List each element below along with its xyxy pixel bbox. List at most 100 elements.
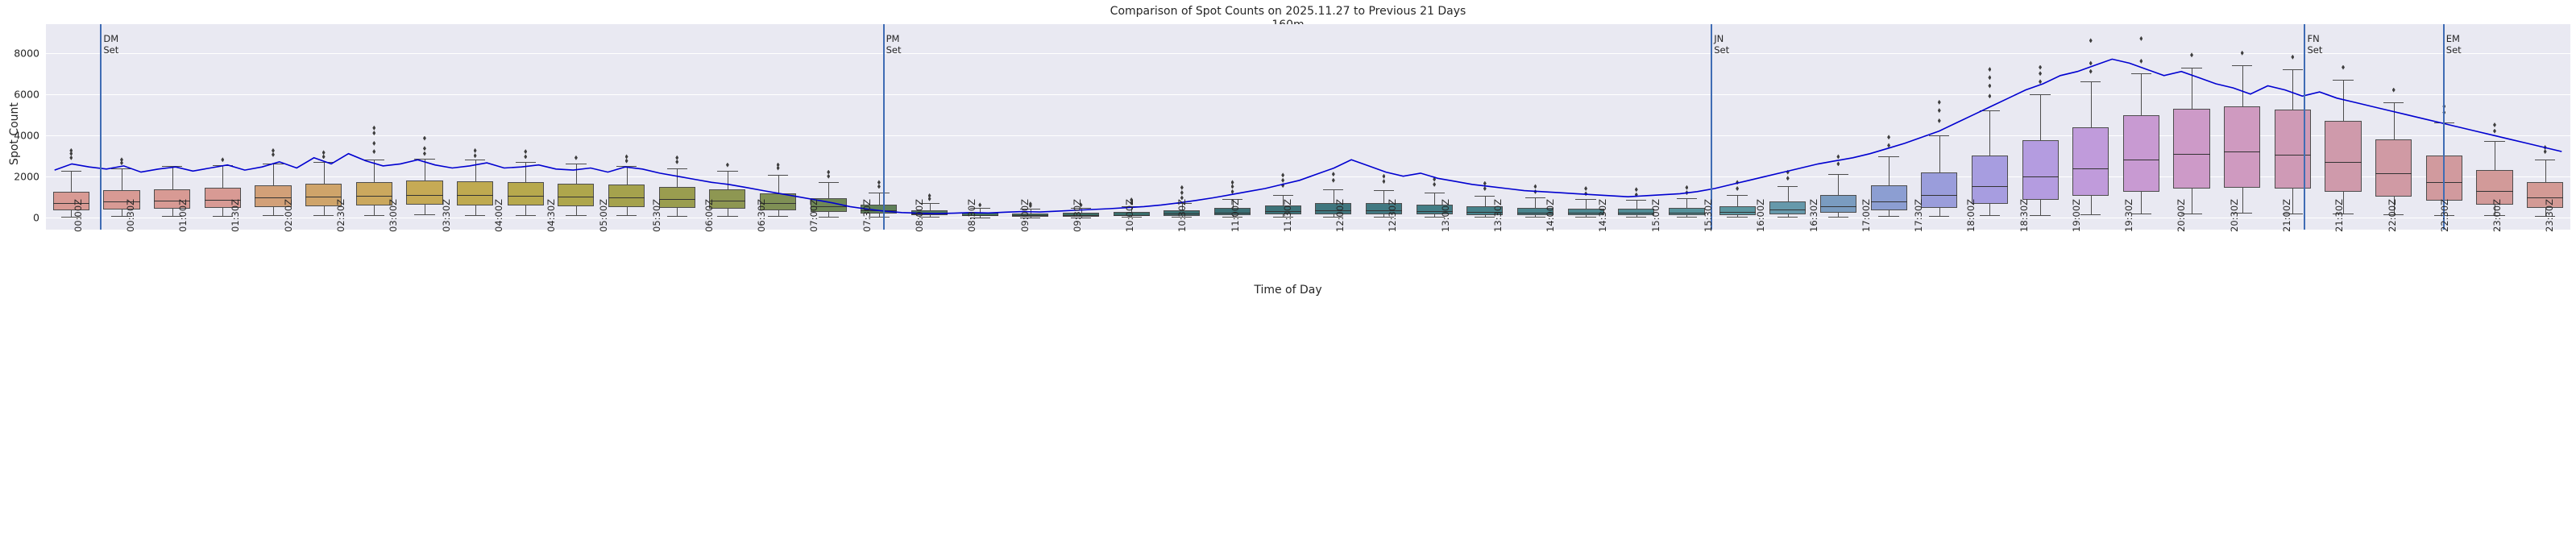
box bbox=[154, 189, 191, 209]
x-tick-label: 03:30Z bbox=[440, 198, 452, 232]
whisker-cap bbox=[1172, 203, 1193, 205]
box bbox=[52, 192, 89, 211]
outlier-marker bbox=[1230, 180, 1234, 185]
box bbox=[1365, 203, 1403, 214]
x-tick-label: 21:30Z bbox=[2333, 198, 2346, 232]
outlier-marker bbox=[2391, 87, 2396, 93]
median-line bbox=[2224, 151, 2261, 153]
outlier-marker bbox=[473, 147, 477, 153]
outlier-marker bbox=[1736, 186, 1740, 191]
whisker-cap bbox=[717, 171, 738, 172]
median-line bbox=[2072, 168, 2109, 169]
x-tick-label: 09:30Z bbox=[1071, 198, 1083, 232]
whisker-cap bbox=[1524, 217, 1546, 218]
x-tick-label: 02:00Z bbox=[282, 198, 294, 232]
outlier-marker bbox=[675, 159, 679, 164]
whisker-cap bbox=[767, 216, 789, 218]
x-tick-label: 17:30Z bbox=[1913, 198, 1925, 232]
event-line-label: EM Set bbox=[2445, 33, 2462, 56]
whisker-cap bbox=[2030, 214, 2051, 216]
box-whisker bbox=[1181, 203, 1183, 218]
x-tick-label: 04:00Z bbox=[492, 198, 504, 232]
box bbox=[1921, 172, 1958, 208]
x-tick-label: 16:30Z bbox=[1807, 198, 1819, 232]
outlier-marker bbox=[1634, 187, 1638, 193]
median-line bbox=[1213, 212, 1251, 214]
whisker-cap bbox=[1727, 217, 1748, 218]
box bbox=[1113, 212, 1150, 217]
x-tick-label: 14:00Z bbox=[1545, 198, 1557, 232]
outlier-marker bbox=[725, 162, 729, 168]
whisker-cap bbox=[313, 161, 334, 163]
outlier-marker bbox=[1988, 83, 1992, 89]
median-line bbox=[255, 197, 292, 199]
outlier-marker bbox=[372, 131, 376, 136]
median-line bbox=[1971, 185, 2008, 187]
x-tick-label: 00:30Z bbox=[124, 198, 136, 232]
x-tick-label: 06:30Z bbox=[756, 198, 768, 232]
outlier-marker bbox=[1736, 180, 1740, 185]
x-tick-label: 08:00Z bbox=[913, 198, 925, 232]
whisker-cap bbox=[1121, 217, 1142, 218]
outlier-marker bbox=[422, 151, 426, 156]
whisker-cap bbox=[1929, 135, 1950, 136]
y-tick-label: 6000 bbox=[14, 88, 39, 101]
box bbox=[558, 183, 595, 207]
box bbox=[103, 190, 140, 209]
outlier-marker bbox=[877, 184, 881, 189]
whisker-cap bbox=[1626, 217, 1647, 218]
whisker-cap bbox=[818, 182, 839, 184]
whisker-cap bbox=[919, 217, 940, 218]
whisker-cap bbox=[1070, 208, 1092, 209]
y-tick-label: 8000 bbox=[14, 47, 39, 60]
box bbox=[1315, 202, 1352, 214]
outlier-marker bbox=[1836, 161, 1840, 167]
median-line bbox=[1062, 215, 1100, 217]
x-tick-label: 08:30Z bbox=[966, 198, 978, 232]
outlier-marker bbox=[1382, 173, 1386, 179]
outlier-marker bbox=[2139, 35, 2143, 41]
median-line bbox=[1819, 205, 1856, 207]
outlier-marker bbox=[1130, 200, 1134, 205]
box-whisker bbox=[1737, 194, 1739, 218]
whisker-cap bbox=[818, 216, 839, 218]
whisker-cap bbox=[1323, 217, 1344, 218]
box bbox=[1769, 201, 1807, 214]
x-tick-label: 23:30Z bbox=[2544, 198, 2556, 232]
whisker-cap bbox=[1575, 199, 1596, 201]
median-line bbox=[1668, 212, 1705, 214]
median-line bbox=[507, 196, 544, 197]
whisker-cap bbox=[1626, 199, 1647, 201]
median-line bbox=[406, 194, 443, 196]
whisker-cap bbox=[1575, 217, 1596, 218]
x-tick-label: 01:30Z bbox=[230, 198, 242, 232]
x-tick-label: 05:30Z bbox=[650, 198, 662, 232]
outlier-marker bbox=[372, 125, 376, 131]
median-line bbox=[1870, 201, 1907, 202]
box bbox=[608, 185, 645, 207]
outlier-marker bbox=[1331, 172, 1335, 177]
outlier-marker bbox=[1180, 190, 1184, 196]
outlier-marker bbox=[119, 157, 123, 163]
outlier-marker bbox=[1988, 75, 1992, 81]
outlier-marker bbox=[1685, 185, 1689, 190]
whisker-cap bbox=[111, 168, 132, 169]
box bbox=[2476, 170, 2513, 205]
whisker-cap bbox=[2383, 214, 2404, 215]
whisker-cap bbox=[313, 214, 334, 216]
event-line-pm bbox=[882, 24, 885, 230]
x-tick-label: 01:00Z bbox=[177, 198, 189, 232]
box bbox=[1164, 210, 1201, 216]
whisker-cap bbox=[1676, 198, 1698, 200]
whisker-cap bbox=[464, 214, 486, 216]
median-line bbox=[1567, 213, 1604, 214]
x-tick-label: 20:00Z bbox=[2176, 198, 2188, 232]
overlay-line-series bbox=[54, 58, 2562, 214]
box-whisker bbox=[1686, 198, 1688, 218]
box bbox=[1213, 208, 1251, 216]
median-line bbox=[1618, 213, 1655, 214]
outlier-marker bbox=[1180, 185, 1184, 190]
whisker-cap bbox=[162, 215, 183, 217]
box bbox=[1668, 208, 1705, 216]
median-line bbox=[810, 206, 847, 208]
